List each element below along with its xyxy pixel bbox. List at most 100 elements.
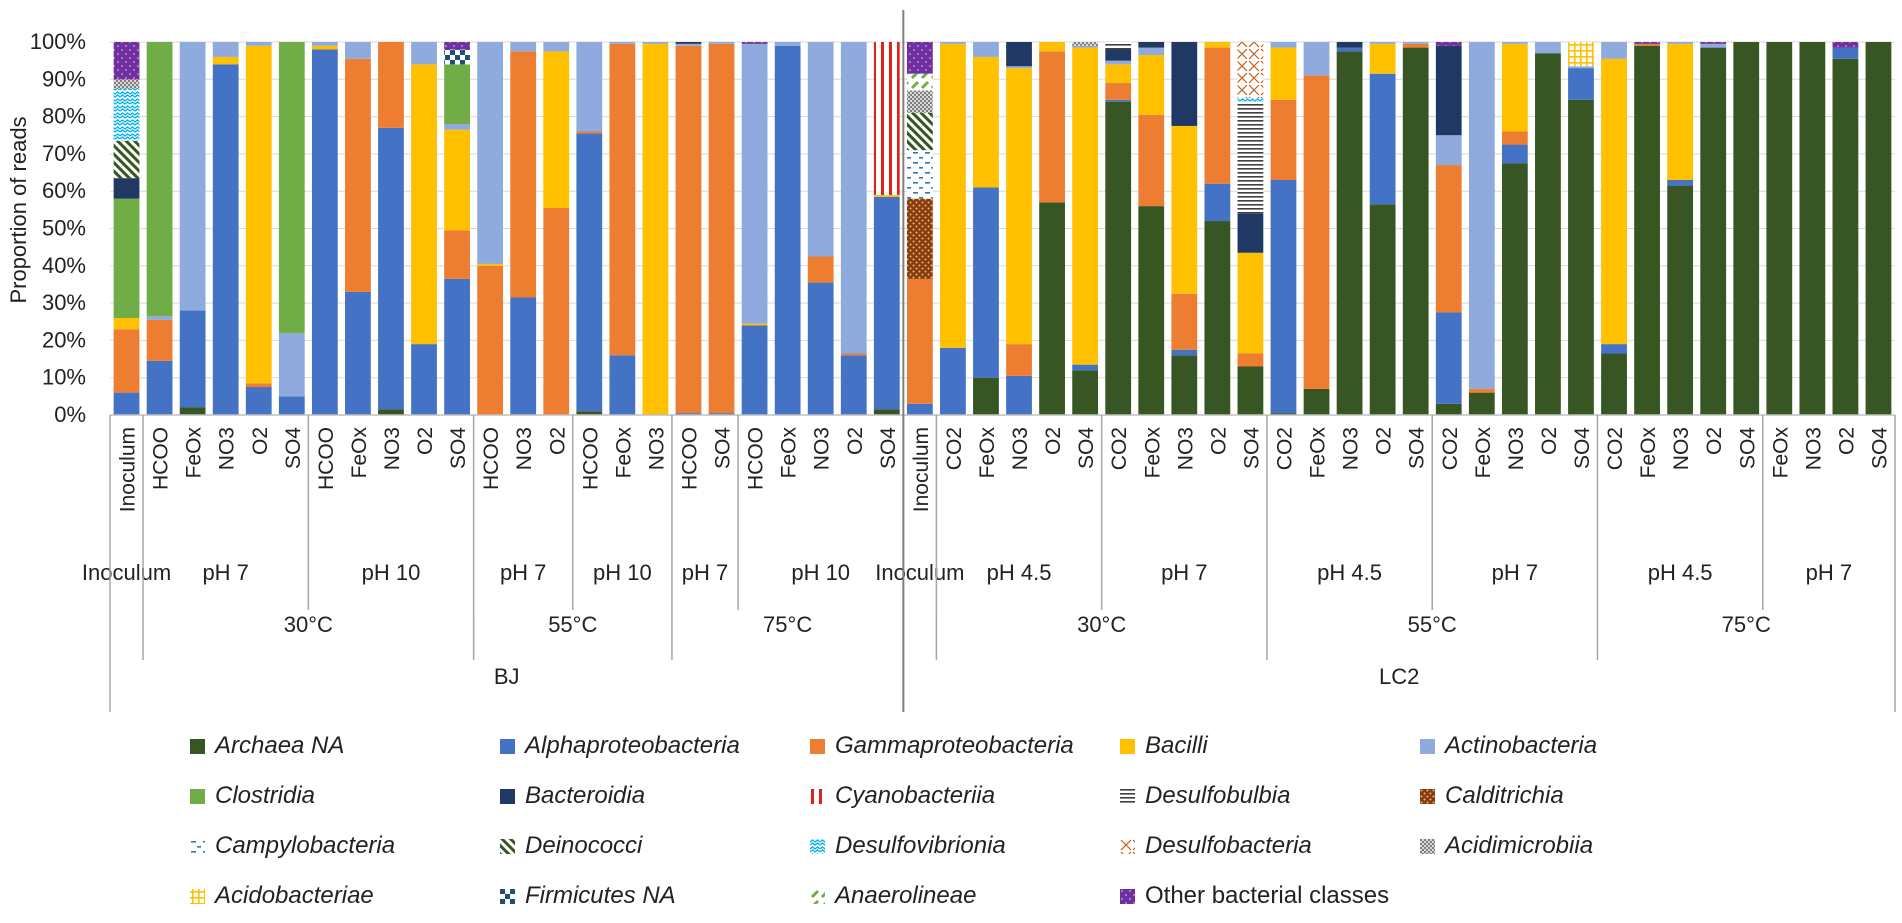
bar-segment-other-bacterial-classes	[1435, 42, 1462, 46]
y-tick-labels: 0% 10% 20% 30% 40% 50% 60% 70% 80% 90% 100%	[30, 29, 86, 427]
bar-segment-bacilli	[1601, 58, 1627, 345]
bar-segment-gammaproteobacteria	[345, 58, 371, 292]
bar-segment-gammaproteobacteria	[543, 207, 570, 415]
x-tick-label: O2	[1373, 427, 1396, 455]
bar-segment-gammaproteobacteria	[477, 265, 504, 415]
bar-segment-bacilli	[940, 43, 966, 348]
bar-segment-gammaproteobacteria	[609, 43, 636, 356]
legend-item-acidobacteriae: Acidobacteriae	[190, 882, 374, 910]
bar-stack	[609, 42, 636, 415]
bar-segment-bacilli	[1171, 125, 1198, 294]
legend-swatch	[1120, 888, 1135, 904]
bar-segment-bacilli	[543, 51, 570, 208]
bar-segment-archaea-na	[576, 411, 603, 415]
temperature-group-label: 75°C	[763, 612, 812, 637]
x-tick-label: CO2	[1604, 427, 1627, 470]
bar-segment-other-bacterial-classes	[1832, 42, 1859, 48]
legend-label: Acidobacteriae	[215, 882, 374, 909]
bar-segment-alphaproteobacteria	[1435, 312, 1462, 404]
bar-segment-bacteroidia	[1138, 42, 1165, 48]
y-tick-label: 100%	[30, 29, 86, 54]
bar-segment-archaea-na	[873, 409, 900, 415]
bar-segment-actinobacteria	[1369, 42, 1396, 44]
bar-stack	[1733, 42, 1760, 415]
bar-stack	[1138, 42, 1165, 415]
ph-group-label: pH 7	[202, 560, 248, 585]
bar-segment-calditrichia	[906, 198, 933, 279]
bar-segment-clostridia	[146, 42, 173, 317]
x-tick-label: FeOx	[976, 427, 999, 479]
bar-stack	[873, 42, 900, 415]
bar-segment-bacilli	[1006, 68, 1032, 345]
x-tick-label: NO3	[1009, 427, 1032, 470]
x-tick-label: NO3	[645, 427, 668, 470]
bar-stack	[774, 42, 801, 415]
x-tick-label: NO3	[216, 427, 239, 470]
legend-item-bacilli: Bacilli	[1120, 732, 1208, 760]
y-tick-label: 10%	[42, 365, 86, 390]
y-tick-label: 90%	[42, 66, 86, 91]
bar-stack	[1634, 42, 1660, 415]
bar-stack	[113, 42, 140, 415]
bar-stack	[1006, 42, 1032, 415]
ph-group-label: pH 7	[1806, 560, 1852, 585]
x-tick-label: O2	[414, 427, 437, 455]
legend-item-bacteroidia: Bacteroidia	[500, 782, 645, 810]
bar-stack	[378, 42, 404, 415]
bar-segment-desulfobacteria	[1237, 42, 1264, 98]
bar-segment-desulfobulbia	[1105, 42, 1132, 50]
bar-stack	[311, 42, 338, 416]
bar-segment-actinobacteria	[1138, 47, 1165, 56]
bar-segment-archaea-na	[1568, 99, 1594, 415]
x-tick-label: O2	[1835, 427, 1858, 455]
x-tick-label: Inoculum	[910, 427, 933, 512]
bar-segment-archaea-na	[1799, 42, 1826, 415]
bar-segment-alphaproteobacteria	[1369, 73, 1396, 205]
bar-segment-archaea-na	[1601, 353, 1627, 415]
legend-swatch	[500, 738, 515, 754]
bar-segment-bacilli	[1204, 42, 1231, 48]
bar-segment-gammaproteobacteria	[576, 131, 603, 134]
legend-swatch	[190, 888, 205, 904]
legend-item-archaea-na: Archaea NA	[190, 732, 344, 760]
bar-segment-actinobacteria	[477, 42, 504, 264]
bar-segment-actinobacteria	[1072, 45, 1099, 48]
bar-segment-actinobacteria	[807, 42, 834, 257]
temperature-group-label: 30°C	[1077, 612, 1126, 637]
bar-segment-bacteroidia	[113, 178, 140, 199]
bar-segment-gammaproteobacteria	[146, 319, 173, 361]
bar-segment-archaea-na	[1270, 413, 1297, 415]
bar-segment-actinobacteria	[278, 332, 305, 397]
x-tick-label: O2	[546, 427, 569, 455]
ph-group-label: Inoculum	[875, 560, 964, 585]
legend-swatch	[1420, 738, 1435, 754]
bar-segment-bacilli	[642, 43, 669, 416]
bar-segment-alphaproteobacteria	[1270, 180, 1297, 414]
legend-swatch	[810, 788, 825, 804]
bar-segment-alphaproteobacteria	[411, 344, 437, 415]
bar-segment-archaea-na	[1634, 45, 1660, 415]
bar-segment-archaea-na	[1402, 47, 1429, 415]
x-tick-label: FeOx	[1769, 427, 1792, 479]
legend-swatch	[1120, 838, 1135, 854]
temperature-group-label: 55°C	[548, 612, 597, 637]
x-tick-label: HCOO	[480, 427, 503, 490]
legend-swatch	[1120, 738, 1135, 754]
bar-segment-campylobacteria	[906, 150, 933, 199]
bar-segment-other-bacterial-classes	[113, 42, 140, 80]
bar-segment-gammaproteobacteria	[1039, 51, 1065, 203]
bar-stack	[940, 42, 966, 415]
bar-segment-alphaproteobacteria	[311, 49, 338, 416]
x-tick-label: O2	[1042, 427, 1065, 455]
legend-item-campylobacteria: Campylobacteria	[190, 832, 395, 860]
x-tick-label: SO4	[1736, 427, 1759, 469]
x-tick-label: CO2	[1108, 427, 1131, 470]
bar-segment-bacilli	[311, 45, 338, 50]
bar-segment-alphaproteobacteria	[1105, 99, 1132, 102]
y-tick-label: 40%	[42, 253, 86, 278]
bar-stack	[278, 42, 305, 415]
bar-segment-actinobacteria	[675, 43, 702, 46]
temperature-group-label: 55°C	[1408, 612, 1457, 637]
bar-segment-alphaproteobacteria	[609, 355, 636, 415]
